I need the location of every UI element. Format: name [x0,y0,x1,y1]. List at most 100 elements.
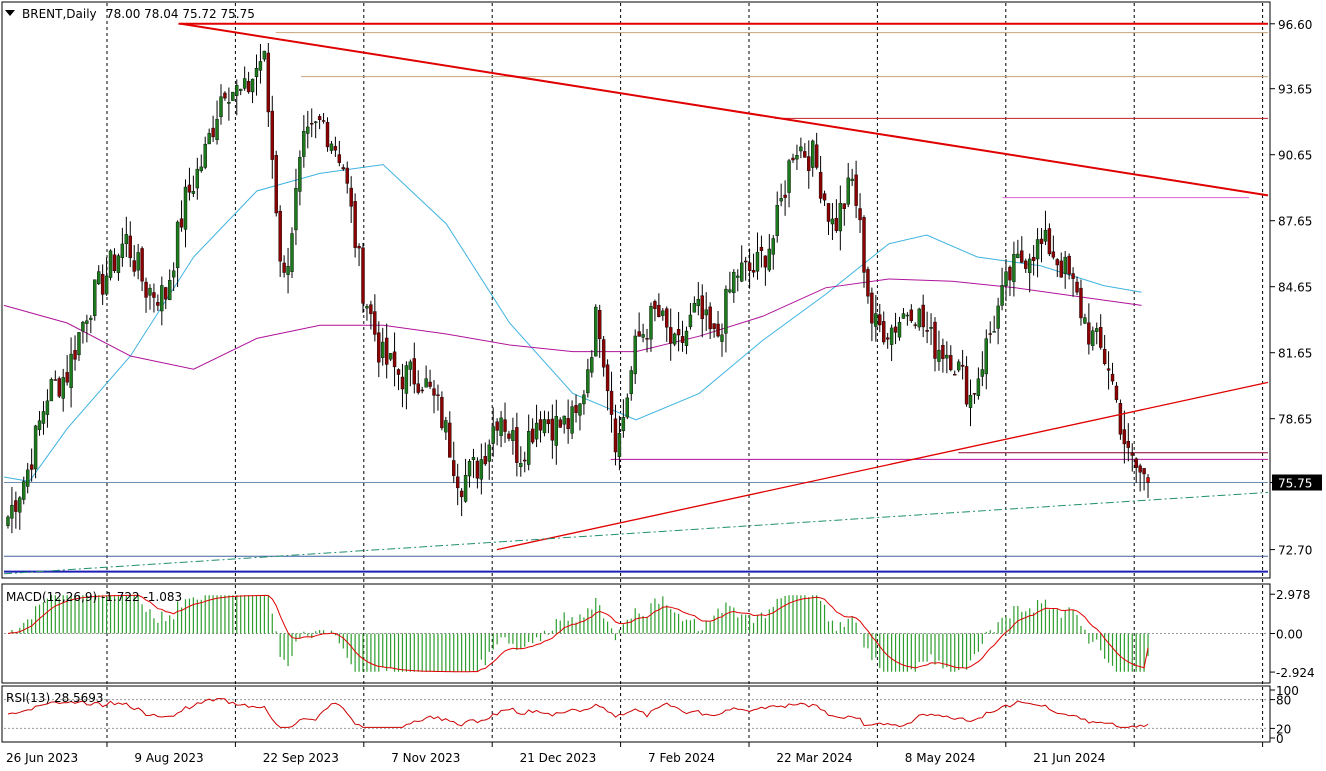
bull-candle [625,397,630,418]
bull-candle [294,188,298,231]
bear-candle [310,123,314,125]
candlesticks [6,42,1150,534]
bear-candle [972,393,977,395]
bull-candle [231,91,235,101]
date-axis: 26 Jun 2023 9 Aug 2023 22 Sep 2023 7 Nov 20… [6,742,1264,765]
bull-candle [45,400,50,415]
bear-candle [1067,255,1071,275]
bear-candle [266,52,271,113]
bear-candle [601,339,606,368]
bear-candle [566,418,570,430]
bull-candle [929,327,933,329]
symbol-timeframe-label[interactable]: BRENT,Daily [22,7,97,21]
bull-candle [41,411,46,424]
horizontal-levels [4,22,1268,573]
bull-candle [984,338,988,375]
bear-candle [530,428,535,443]
bear-candle [1114,385,1119,400]
bull-candle [542,419,547,434]
bear-candle [459,490,464,498]
date-tick-label: 7 Feb 2024 [648,751,715,765]
bull-candle [160,285,164,312]
bear-candle [609,390,614,415]
bear-candle [400,376,405,390]
bear-candle [140,248,144,282]
bear-candle [818,172,823,199]
bull-candle [594,306,598,357]
macd-tick-label: -2.924 [1276,666,1315,680]
bear-candle [1024,260,1028,269]
rsi-tick-label: 20 [1276,722,1291,736]
bear-candle [152,292,156,298]
bear-candle [676,329,681,336]
bear-candle [1008,266,1012,281]
macd-signal-line [7,594,1149,673]
bull-candle [444,420,448,433]
bear-candle [1039,238,1044,245]
bear-candle [270,110,274,160]
price-axis: 96.60 93.65 90.65 87.65 84.65 81.65 78.65 75.75… [1270,18,1322,558]
bull-candle [93,279,97,317]
symbol-menu-triangle-icon[interactable] [5,10,15,16]
bear-candle [396,369,401,375]
bull-candle [586,369,590,394]
bull-candle [846,177,850,205]
bull-candle [590,357,594,373]
bull-candle [306,126,310,134]
bear-candle [1146,477,1150,483]
bull-candle [838,203,843,232]
bear-candle [759,246,764,251]
bear-candle [842,203,846,209]
bear-candle [885,337,890,340]
bull-candle [404,365,409,394]
bear-candle [960,364,965,367]
bear-candle [361,247,365,304]
price-tick-label: 93.65 [1278,83,1312,97]
bear-candle [743,260,748,263]
bull-candle [215,119,219,141]
bull-candle [779,198,783,202]
bull-candle [724,288,728,334]
bull-candle [471,457,476,460]
bull-candle [621,417,626,432]
bear-candle [747,262,752,271]
bear-candle [1122,429,1127,445]
bull-candle [795,155,799,160]
trend-lines [3,22,1269,575]
rsi-tick-label: 80 [1276,694,1291,708]
bear-candle [933,321,937,359]
bear-candle [669,327,673,344]
bear-candle [680,336,685,343]
bear-candle [392,351,397,368]
bear-candle [282,262,286,273]
bull-candle [183,186,188,230]
bear-candle [1118,403,1123,435]
bear-candle [941,345,945,359]
bear-candle [708,306,712,330]
bear-candle [665,308,669,328]
bull-candle [120,243,125,258]
bear-candle [179,218,184,228]
bear-candle [953,373,957,376]
bear-candle [1106,368,1111,371]
bear-candle [653,301,657,309]
bull-candle [479,459,484,480]
bull-candle [661,310,665,316]
bear-candle [132,260,136,272]
bull-candle [1091,330,1095,346]
bear-candle [321,120,326,122]
bull-candle [684,330,689,346]
bull-candle [22,481,26,500]
bear-candle [187,184,192,193]
bull-candle [199,166,203,172]
bull-candle [917,308,921,328]
bull-candle [830,218,835,225]
bear-candle [112,254,117,272]
bear-candle [100,274,105,295]
bear-candle [558,419,562,428]
bear-candle [156,302,160,306]
bear-candle [1059,260,1063,278]
bear-candle [1126,441,1131,448]
bear-candle [523,459,527,462]
